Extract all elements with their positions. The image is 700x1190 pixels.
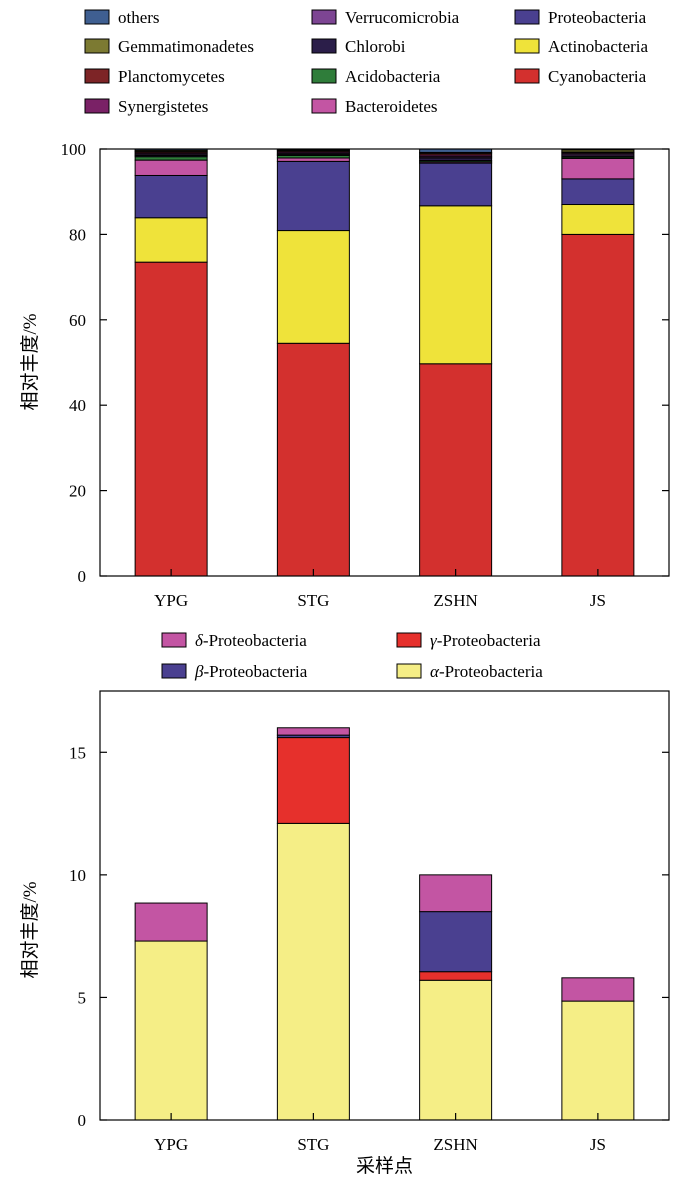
legend: δ-Proteobacteria γ-Proteobacteriaβ-Proteo… [161,631,543,681]
chart-1: others Verrucomicrobia Proteobacteria Gemma… [19,8,670,610]
x-tick-label-stg: STG [297,1135,329,1154]
bar-js-bacteroidetes [561,157,635,180]
legend-label-beta: β-Proteobacteria [194,662,308,681]
bar-js-alpha [561,1000,635,1121]
legend-label-gemmatimonadetes: Gemmatimonadetes [118,37,254,56]
legend-label-verrucomicrobia: Verrucomicrobia [345,8,460,27]
legend-greek-beta: β [194,662,204,681]
legend-label-delta: δ-Proteobacteria [195,631,307,650]
chart-2: δ-Proteobacteria γ-Proteobacteriaβ-Proteo… [19,631,670,1177]
y-tick-label: 5 [78,988,87,1007]
bar-js-proteobacteria [561,178,635,206]
legend-suffix-delta: -Proteobacteria [203,631,307,650]
y-axis: 0 20 40 60 80 100 [61,140,669,586]
x-tick-label-ypg: YPG [154,1135,188,1154]
bar-stg-alpha [276,822,350,1121]
bar-zshn-proteobacteria [419,162,493,207]
bar-ypg-proteobacteria [134,174,208,219]
y-tick-label: 60 [69,311,86,330]
legend-label-others: others [118,8,160,27]
y-tick-label: 40 [69,396,86,415]
plot-frame [99,148,670,577]
legend-label-synergistetes: Synergistetes [118,97,208,116]
legend-swatch-synergistetes [84,98,110,114]
legend-label-gamma: γ-Proteobacteria [430,631,541,650]
legend-label-chlorobi: Chlorobi [345,37,406,56]
bar-zshn-cyanobacteria [419,363,493,577]
bar-stg-bacteroidetes [276,157,350,162]
bar-zshn-beta [419,911,493,973]
bar-js-actinobacteria [561,204,635,235]
legend-swatch-verrucomicrobia [311,9,337,25]
y-tick-label: 100 [61,140,87,159]
legend-swatch-gamma [396,632,422,648]
legend-label-planctomycetes: Planctomycetes [118,67,225,86]
x-tick-label-ypg: YPG [154,591,188,610]
y-axis-label: 相对丰度/% [19,881,41,978]
x-axis-label: 采样点 [356,1155,413,1177]
legend-swatch-proteobacteria [514,9,540,25]
y-tick-label: 0 [78,1111,87,1130]
y-axis-label: 相对丰度/% [19,313,41,410]
y-tick-label: 20 [69,482,86,501]
bar-zshn-alpha [419,979,493,1121]
legend-greek-alpha: α [430,662,440,681]
bar-ypg-bacteroidetes [134,159,208,176]
legend-swatch-acidobacteria [311,68,337,84]
bar-stg-actinobacteria [276,230,350,344]
legend-suffix-gamma: -Proteobacteria [437,631,541,650]
bar-zshn-actinobacteria [419,205,493,365]
y-tick-label: 15 [69,743,86,762]
bar-ypg-cyanobacteria [134,261,208,577]
plot-frame [99,690,670,1121]
legend-label-cyanobacteria: Cyanobacteria [548,67,647,86]
legend-label-proteobacteria: Proteobacteria [548,8,647,27]
bar-ypg-delta [134,902,208,942]
bars [134,727,635,1121]
legend-label-acidobacteria: Acidobacteria [345,67,441,86]
bar-ypg-actinobacteria [134,217,208,263]
legend-swatch-others [84,9,110,25]
legend-swatch-delta [161,632,187,648]
bar-js-delta [561,977,635,1002]
bar-stg-gamma [276,737,350,824]
legend-swatch-beta [161,663,187,679]
bars [134,148,635,577]
legend-label-actinobacteria: Actinobacteria [548,37,649,56]
legend-swatch-cyanobacteria [514,68,540,84]
y-tick-label: 0 [78,567,87,586]
legend-swatch-actinobacteria [514,38,540,54]
legend-label-bacteroidetes: Bacteroidetes [345,97,438,116]
x-axis: YPG STG ZSHN JS [154,569,606,610]
legend-swatch-chlorobi [311,38,337,54]
bar-stg-proteobacteria [276,160,350,232]
legend-suffix-alpha: -Proteobacteria [439,662,543,681]
x-tick-label-js: JS [590,1135,606,1154]
bar-zshn-gamma [419,971,493,981]
legend-swatch-alpha [396,663,422,679]
legend-suffix-beta: -Proteobacteria [203,662,307,681]
x-tick-label-stg: STG [297,591,329,610]
bar-zshn-delta [419,874,493,913]
bar-ypg-acidobacteria [134,156,208,161]
x-tick-label-zshn: ZSHN [433,1135,477,1154]
legend-greek-delta: δ [195,631,204,650]
legend-swatch-planctomycetes [84,68,110,84]
legend-greek-gamma: γ [430,631,438,650]
legend-label-alpha: α-Proteobacteria [430,662,543,681]
legend: others Verrucomicrobia Proteobacteria Gemma… [84,8,649,116]
x-tick-label-zshn: ZSHN [433,591,477,610]
legend-swatch-gemmatimonadetes [84,38,110,54]
legend-swatch-bacteroidetes [311,98,337,114]
y-axis: 0 5 10 15 [69,743,669,1130]
y-tick-label: 10 [69,866,86,885]
bar-js-cyanobacteria [561,233,635,577]
bar-stg-delta [276,727,350,736]
y-tick-label: 80 [69,225,86,244]
x-axis: YPG STG ZSHN JS [154,1113,606,1154]
bar-ypg-alpha [134,940,208,1121]
bar-stg-cyanobacteria [276,342,350,577]
x-tick-label-js: JS [590,591,606,610]
